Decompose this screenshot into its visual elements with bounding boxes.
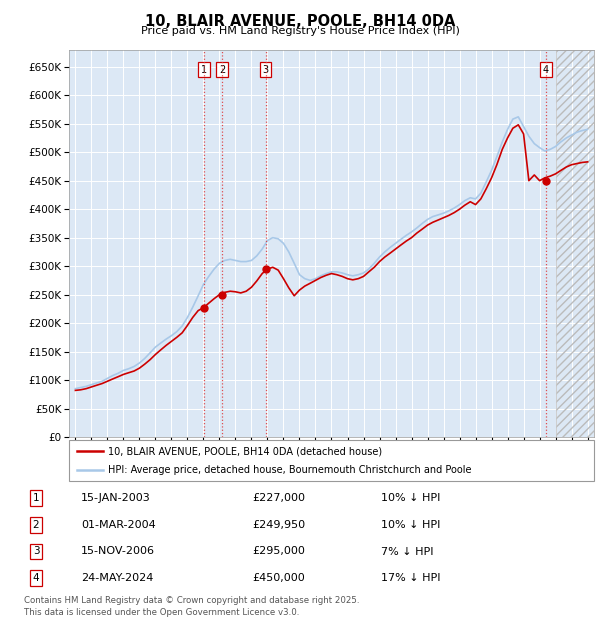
- Text: £450,000: £450,000: [252, 573, 305, 583]
- Point: [199, 303, 209, 312]
- Text: HPI: Average price, detached house, Bournemouth Christchurch and Poole: HPI: Average price, detached house, Bour…: [109, 464, 472, 475]
- Point: [541, 175, 551, 185]
- Text: 7% ↓ HPI: 7% ↓ HPI: [381, 546, 433, 557]
- Text: 17% ↓ HPI: 17% ↓ HPI: [381, 573, 440, 583]
- Text: 2: 2: [219, 64, 226, 74]
- Text: 15-NOV-2006: 15-NOV-2006: [81, 546, 155, 557]
- Text: 4: 4: [543, 64, 549, 74]
- Text: 24-MAY-2024: 24-MAY-2024: [81, 573, 154, 583]
- Text: 1: 1: [201, 64, 207, 74]
- Text: £295,000: £295,000: [252, 546, 305, 557]
- Text: 3: 3: [262, 64, 269, 74]
- Text: 10% ↓ HPI: 10% ↓ HPI: [381, 520, 440, 530]
- Text: Price paid vs. HM Land Registry's House Price Index (HPI): Price paid vs. HM Land Registry's House …: [140, 26, 460, 36]
- Text: 10, BLAIR AVENUE, POOLE, BH14 0DA (detached house): 10, BLAIR AVENUE, POOLE, BH14 0DA (detac…: [109, 446, 383, 456]
- Text: 3: 3: [32, 546, 40, 557]
- Text: 1: 1: [32, 493, 40, 503]
- Text: 10% ↓ HPI: 10% ↓ HPI: [381, 493, 440, 503]
- Text: Contains HM Land Registry data © Crown copyright and database right 2025.
This d: Contains HM Land Registry data © Crown c…: [24, 596, 359, 618]
- Point: [261, 264, 271, 274]
- Text: 10, BLAIR AVENUE, POOLE, BH14 0DA: 10, BLAIR AVENUE, POOLE, BH14 0DA: [145, 14, 455, 29]
- Text: 01-MAR-2004: 01-MAR-2004: [81, 520, 156, 530]
- Point: [217, 290, 227, 299]
- Text: £249,950: £249,950: [252, 520, 305, 530]
- Text: 4: 4: [32, 573, 40, 583]
- FancyBboxPatch shape: [69, 440, 594, 480]
- Text: 2: 2: [32, 520, 40, 530]
- Text: £227,000: £227,000: [252, 493, 305, 503]
- Text: 15-JAN-2003: 15-JAN-2003: [81, 493, 151, 503]
